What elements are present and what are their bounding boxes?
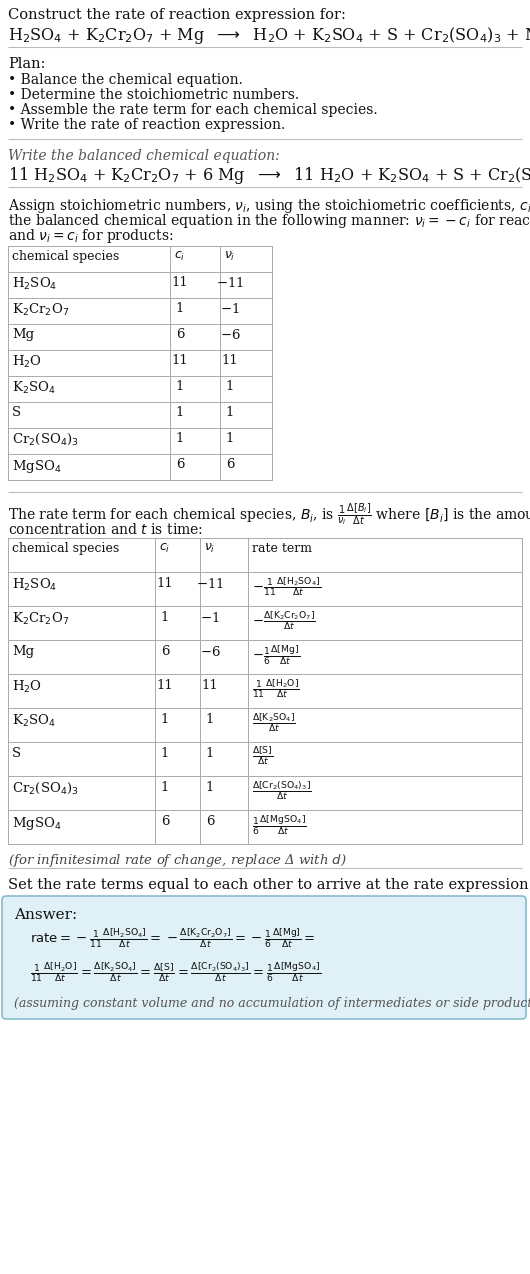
- Text: 1: 1: [161, 612, 169, 624]
- Text: S: S: [12, 747, 21, 761]
- Text: $-\frac{1}{11}\frac{\Delta[\mathrm{H_2SO_4}]}{\Delta t}$: $-\frac{1}{11}\frac{\Delta[\mathrm{H_2SO…: [252, 575, 321, 598]
- Text: $\frac{\Delta[\mathrm{S}]}{\Delta t}$: $\frac{\Delta[\mathrm{S}]}{\Delta t}$: [252, 745, 273, 767]
- Text: Plan:: Plan:: [8, 57, 46, 71]
- Text: concentration and $t$ is time:: concentration and $t$ is time:: [8, 522, 203, 538]
- Text: $\frac{\Delta[\mathrm{Cr_2(SO_4)_3}]}{\Delta t}$: $\frac{\Delta[\mathrm{Cr_2(SO_4)_3}]}{\D…: [252, 778, 312, 801]
- Text: rate term: rate term: [252, 541, 312, 555]
- Text: $c_i$: $c_i$: [174, 250, 185, 264]
- Text: $-$6: $-$6: [219, 327, 241, 341]
- Text: Mg: Mg: [12, 327, 34, 341]
- Text: $-$1: $-$1: [200, 612, 220, 626]
- Text: $-$6: $-$6: [200, 645, 220, 659]
- Text: 6: 6: [226, 457, 234, 471]
- Text: 6: 6: [176, 457, 184, 471]
- Text: 1: 1: [161, 713, 169, 726]
- Text: 1: 1: [226, 380, 234, 392]
- Text: H$_2$SO$_4$: H$_2$SO$_4$: [12, 276, 57, 292]
- Text: Assign stoichiometric numbers, $\nu_i$, using the stoichiometric coefficients, $: Assign stoichiometric numbers, $\nu_i$, …: [8, 197, 530, 215]
- Text: H$_2$SO$_4$ + K$_2$Cr$_2$O$_7$ + Mg  $\longrightarrow$  H$_2$O + K$_2$SO$_4$ + S: H$_2$SO$_4$ + K$_2$Cr$_2$O$_7$ + Mg $\lo…: [8, 25, 530, 46]
- FancyBboxPatch shape: [2, 896, 526, 1019]
- Text: $\mathrm{rate} = -\frac{1}{11}\frac{\Delta[\mathrm{H_2SO_4}]}{\Delta t} = -\frac: $\mathrm{rate} = -\frac{1}{11}\frac{\Del…: [30, 926, 315, 949]
- Text: 1: 1: [176, 406, 184, 419]
- Text: 1: 1: [226, 432, 234, 445]
- Text: 11: 11: [157, 679, 173, 692]
- Text: $-\frac{\Delta[\mathrm{K_2Cr_2O_7}]}{\Delta t}$: $-\frac{\Delta[\mathrm{K_2Cr_2O_7}]}{\De…: [252, 609, 316, 632]
- Text: $\frac{1}{6}\frac{\Delta[\mathrm{MgSO_4}]}{\Delta t}$: $\frac{1}{6}\frac{\Delta[\mathrm{MgSO_4}…: [252, 813, 307, 837]
- Text: $\nu_i$: $\nu_i$: [204, 541, 215, 555]
- Text: $-\frac{1}{6}\frac{\Delta[\mathrm{Mg}]}{\Delta t}$: $-\frac{1}{6}\frac{\Delta[\mathrm{Mg}]}{…: [252, 643, 300, 666]
- Text: $-$1: $-$1: [220, 302, 240, 316]
- Text: $-$11: $-$11: [216, 276, 244, 290]
- Text: 1: 1: [176, 432, 184, 445]
- Text: K$_2$SO$_4$: K$_2$SO$_4$: [12, 713, 56, 729]
- Text: chemical species: chemical species: [12, 250, 119, 262]
- Text: Cr$_2$(SO$_4$)$_3$: Cr$_2$(SO$_4$)$_3$: [12, 432, 79, 447]
- Text: MgSO$_4$: MgSO$_4$: [12, 815, 61, 832]
- Text: $c_i$: $c_i$: [159, 541, 170, 555]
- Text: 11: 11: [222, 354, 238, 367]
- Text: 11: 11: [172, 354, 188, 367]
- Text: 6: 6: [161, 645, 169, 657]
- Text: 11: 11: [201, 679, 218, 692]
- Text: Mg: Mg: [12, 645, 34, 657]
- Text: $\frac{1}{11}\frac{\Delta[\mathrm{H_2O}]}{\Delta t}$: $\frac{1}{11}\frac{\Delta[\mathrm{H_2O}]…: [252, 676, 300, 699]
- Text: 1: 1: [161, 747, 169, 761]
- Text: 1: 1: [176, 380, 184, 392]
- Text: K$_2$Cr$_2$O$_7$: K$_2$Cr$_2$O$_7$: [12, 612, 69, 627]
- Text: Write the balanced chemical equation:: Write the balanced chemical equation:: [8, 149, 280, 163]
- Text: $\frac{\Delta[\mathrm{K_2SO_4}]}{\Delta t}$: $\frac{\Delta[\mathrm{K_2SO_4}]}{\Delta …: [252, 711, 296, 734]
- Text: 1: 1: [176, 302, 184, 315]
- Text: the balanced chemical equation in the following manner: $\nu_i = -c_i$ for react: the balanced chemical equation in the fo…: [8, 211, 530, 231]
- Text: • Determine the stoichiometric numbers.: • Determine the stoichiometric numbers.: [8, 88, 299, 102]
- Text: 11: 11: [157, 577, 173, 590]
- Text: 1: 1: [206, 781, 214, 794]
- Text: and $\nu_i = c_i$ for products:: and $\nu_i = c_i$ for products:: [8, 227, 173, 245]
- Text: $\nu_i$: $\nu_i$: [224, 250, 235, 264]
- Text: H$_2$O: H$_2$O: [12, 679, 42, 696]
- Text: Cr$_2$(SO$_4$)$_3$: Cr$_2$(SO$_4$)$_3$: [12, 781, 79, 796]
- Text: Construct the rate of reaction expression for:: Construct the rate of reaction expressio…: [8, 8, 346, 22]
- Text: 1: 1: [206, 747, 214, 761]
- Text: K$_2$SO$_4$: K$_2$SO$_4$: [12, 380, 56, 396]
- Text: $-$11: $-$11: [196, 577, 224, 591]
- Text: Answer:: Answer:: [14, 908, 77, 922]
- Text: (for infinitesimal rate of change, replace Δ with $d$): (for infinitesimal rate of change, repla…: [8, 852, 347, 869]
- Text: 1: 1: [161, 781, 169, 794]
- Text: The rate term for each chemical species, $B_i$, is $\frac{1}{\nu_i}\frac{\Delta[: The rate term for each chemical species,…: [8, 502, 530, 527]
- Text: 11 H$_2$SO$_4$ + K$_2$Cr$_2$O$_7$ + 6 Mg  $\longrightarrow$  11 H$_2$O + K$_2$SO: 11 H$_2$SO$_4$ + K$_2$Cr$_2$O$_7$ + 6 Mg…: [8, 166, 530, 186]
- Text: 6: 6: [176, 327, 184, 341]
- Text: chemical species: chemical species: [12, 541, 119, 555]
- Text: • Assemble the rate term for each chemical species.: • Assemble the rate term for each chemic…: [8, 103, 377, 117]
- Text: $\frac{1}{11}\frac{\Delta[\mathrm{H_2O}]}{\Delta t} = \frac{\Delta[\mathrm{K_2SO: $\frac{1}{11}\frac{\Delta[\mathrm{H_2O}]…: [30, 961, 321, 984]
- Text: 11: 11: [172, 276, 188, 289]
- Text: S: S: [12, 406, 21, 419]
- Text: • Balance the chemical equation.: • Balance the chemical equation.: [8, 73, 243, 87]
- Text: Set the rate terms equal to each other to arrive at the rate expression:: Set the rate terms equal to each other t…: [8, 878, 530, 892]
- Text: MgSO$_4$: MgSO$_4$: [12, 457, 61, 475]
- Text: 6: 6: [206, 815, 214, 828]
- Text: 1: 1: [206, 713, 214, 726]
- Text: 1: 1: [226, 406, 234, 419]
- Text: H$_2$SO$_4$: H$_2$SO$_4$: [12, 577, 57, 594]
- Text: • Write the rate of reaction expression.: • Write the rate of reaction expression.: [8, 118, 285, 132]
- Text: (assuming constant volume and no accumulation of intermediates or side products): (assuming constant volume and no accumul…: [14, 998, 530, 1010]
- Text: 6: 6: [161, 815, 169, 828]
- Text: K$_2$Cr$_2$O$_7$: K$_2$Cr$_2$O$_7$: [12, 302, 69, 318]
- Text: H$_2$O: H$_2$O: [12, 354, 42, 371]
